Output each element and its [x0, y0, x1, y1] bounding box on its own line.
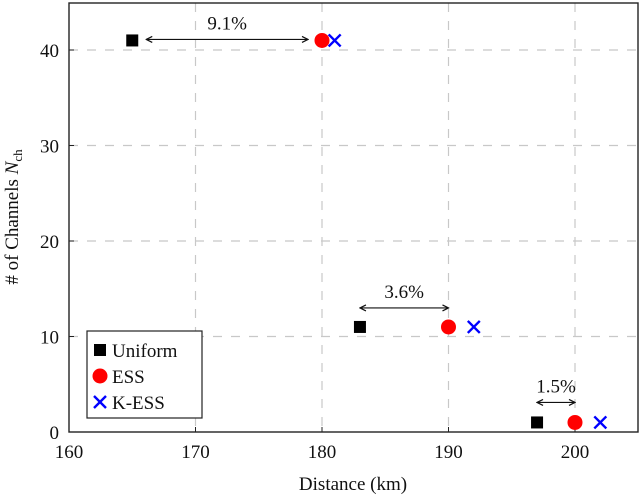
x-axis-ticks: 160 170 180 190 200 [55, 427, 590, 463]
legend-label-k-ess: K-ESS [112, 393, 165, 414]
circle-marker-icon [92, 368, 108, 384]
legend-label-uniform: Uniform [112, 341, 178, 362]
x-axis-label: Distance (km) [299, 474, 407, 495]
annotation-label: 9.1% [207, 13, 247, 34]
circle-marker-icon [567, 414, 583, 430]
y-tick-label: 0 [50, 423, 60, 444]
legend: Uniform ESS K-ESS [86, 330, 203, 419]
x-tick-label: 160 [55, 442, 84, 463]
y-axis-label: # of Channels Nch [2, 149, 25, 285]
data-points [126, 32, 608, 430]
x-marker-icon [466, 320, 481, 334]
y-axis-label-main: # of Channels [2, 174, 23, 284]
y-tick-label: 10 [40, 328, 59, 349]
annotation-label: 1.5% [536, 376, 576, 397]
square-marker-icon [353, 320, 366, 333]
x-tick-label: 170 [181, 442, 210, 463]
annotations: 9.1% 3.6% 1.5% [146, 13, 576, 402]
circle-marker-icon [441, 319, 456, 335]
y-tick-label: 20 [40, 232, 59, 253]
y-tick-label: 30 [40, 137, 59, 158]
x-tick-label: 180 [308, 442, 337, 463]
plot-frame [68, 2, 639, 433]
square-marker-icon [126, 34, 139, 47]
y-axis-label-sub: ch [10, 149, 25, 162]
x-marker-icon [593, 415, 608, 430]
x-tick-label: 200 [561, 442, 590, 463]
series-k-ess [327, 33, 608, 430]
legend-label-ess: ESS [112, 367, 145, 388]
x-marker-icon [327, 33, 342, 48]
y-tick-label: 40 [40, 41, 59, 62]
square-marker-icon [94, 344, 106, 356]
x-tick-label: 190 [434, 442, 463, 463]
annotation-label: 3.6% [384, 282, 424, 303]
y-axis-ticks: 0 10 20 30 40 [40, 41, 74, 444]
series-uniform [126, 34, 544, 429]
x-marker-icon [93, 395, 107, 409]
series-ess [314, 32, 583, 430]
y-axis-label-var: N [2, 160, 23, 175]
square-marker-icon [531, 416, 544, 429]
circle-marker-icon [314, 32, 330, 48]
